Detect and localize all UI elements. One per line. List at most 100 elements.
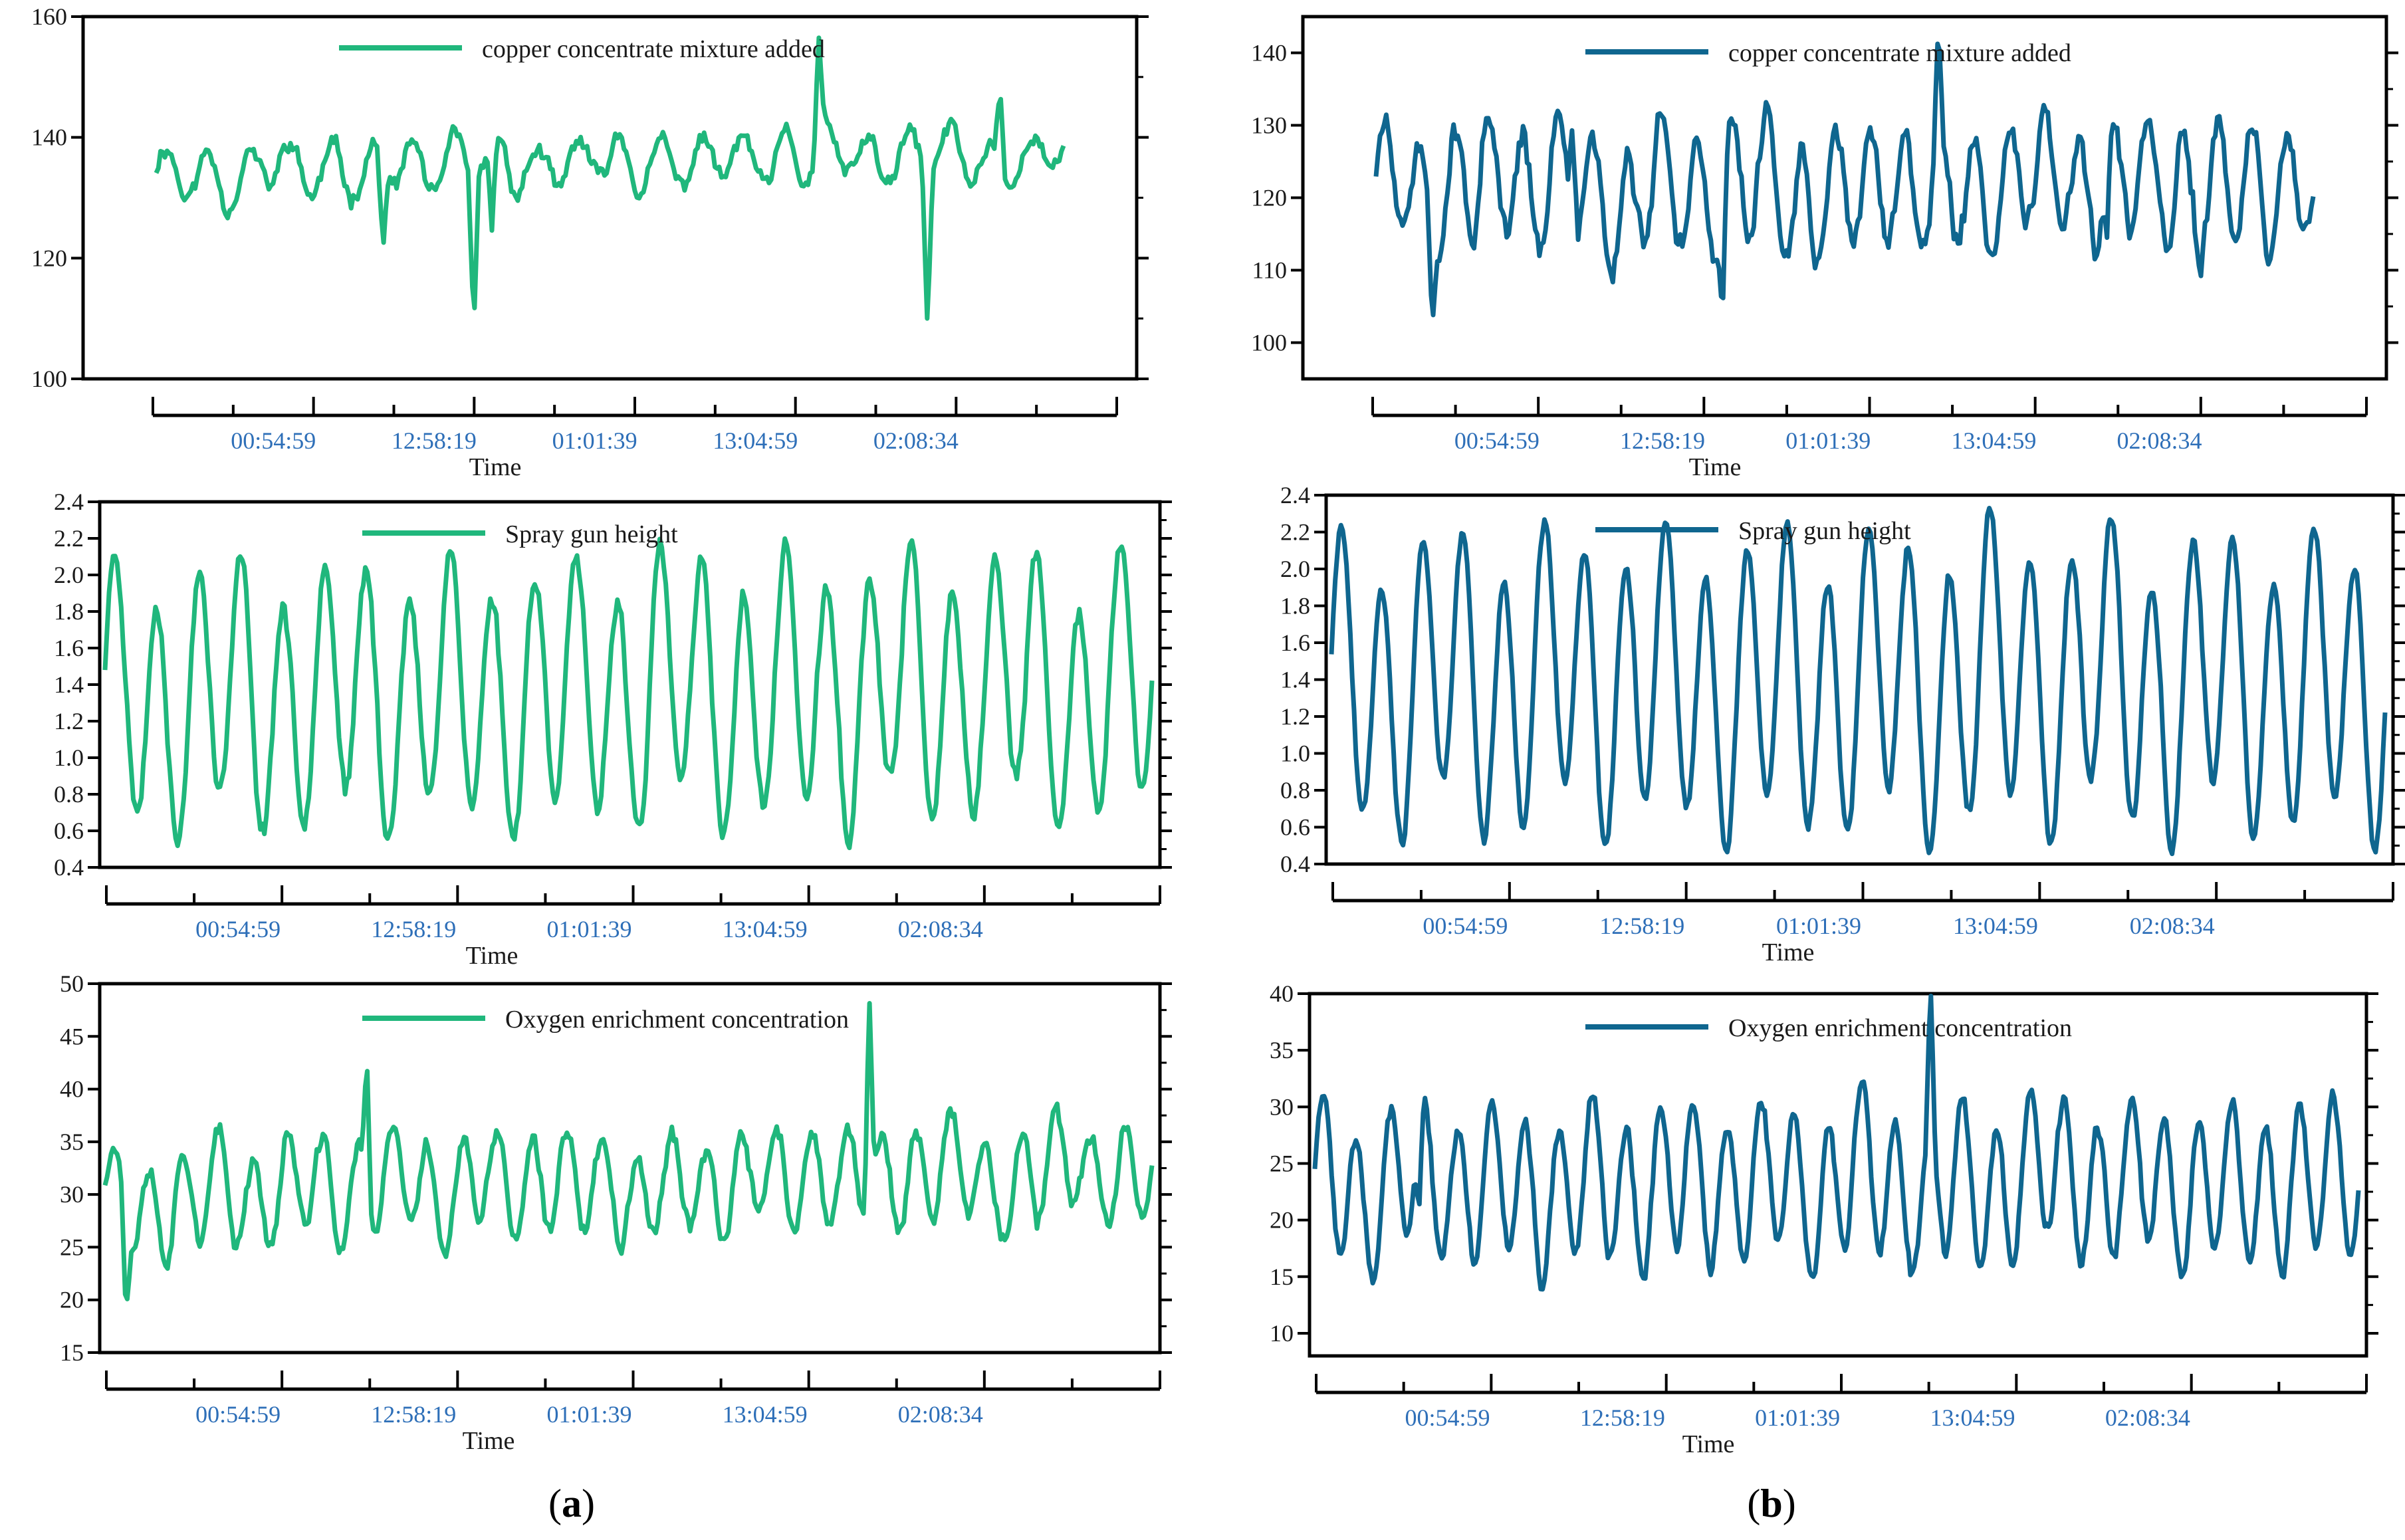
series-line-b-oxygen [1312,994,2361,1292]
x-axis-label: Time [463,1427,515,1455]
x-tick-label: 02:08:34 [873,427,959,454]
y-tick-label: 2.0 [54,562,84,588]
legend-label: copper concentrate mixture added [482,35,825,63]
x-tick-label: 00:54:59 [195,916,281,942]
y-tick-label: 20 [1270,1207,1294,1234]
x-tick-label: 02:08:34 [2105,1404,2190,1431]
chart-a-oxygen: 15 20 25 30 35 40 45 50 00:54:59 12:58:19 01:01:39… [60,970,1172,1455]
x-axis-label: Time [1689,453,1742,481]
y-tick-label: 1.2 [1280,703,1310,730]
y-tick-label: 25 [60,1234,84,1260]
y-tick-label: 160 [31,3,67,30]
y-tick-label: 30 [60,1181,84,1208]
y-tick-label: 130 [1251,112,1287,139]
series-line-a-copper [154,35,1066,321]
x-tick-label: 01:01:39 [546,916,631,942]
y-tick-label: 35 [1270,1037,1294,1063]
y-tick-label: 35 [60,1129,84,1155]
x-tick-label: 02:08:34 [898,1401,983,1428]
panel-label-a: (a) [548,1482,595,1525]
x-axis-label: Time [466,942,518,970]
x-tick-label: 12:58:19 [1580,1404,1665,1431]
chart-b-copper: 100 110 120 130 140 00:54:59 12:58:19 01:01:39 1… [1251,15,2398,481]
y-tick-label: 15 [1270,1264,1294,1290]
legend-label: Spray gun height [505,520,678,548]
y-tick-label: 45 [60,1023,84,1049]
chart-b-oxygen: 10 15 20 25 30 35 40 00:54:59 12:58:19 01:01:39 13… [1270,980,2378,1458]
y-tick-label: 1.0 [54,744,84,771]
y-tick-label: 1.6 [1280,629,1310,656]
y-tick-label: 15 [60,1339,84,1366]
y-tick-label: 0.8 [1280,777,1310,804]
charts-layer: 100 120 140 160 00:54:59 12:58:19 01:01:39 13:0… [31,3,2405,1458]
x-tick-label: 12:58:19 [1599,913,1684,939]
x-tick-label: 13:04:59 [723,916,808,942]
y-tick-label: 30 [1270,1093,1294,1120]
legend-label: Oxygen enrichment concentration [1728,1014,2072,1042]
y-tick-label: 100 [1251,330,1287,356]
plot-frame [1308,992,2368,1358]
x-tick-label: 13:04:59 [1953,913,2038,939]
y-tick-label: 2.4 [54,489,84,515]
series-line-b-spray [1329,506,2388,857]
x-tick-label: 02:08:34 [898,916,983,942]
legend-label: copper concentrate mixture added [1728,39,2071,67]
legend-label: Oxygen enrichment concentration [505,1006,849,1034]
x-tick-label: 12:58:19 [371,916,456,942]
y-tick-label: 40 [60,1076,84,1103]
x-tick-label: 01:01:39 [1755,1404,1840,1431]
y-tick-label: 1.2 [54,708,84,734]
x-tick-label: 12:58:19 [371,1401,456,1428]
y-tick-label: 2.0 [1280,556,1310,582]
x-tick-label: 00:54:59 [1423,913,1508,939]
x-tick-label: 13:04:59 [713,427,798,454]
y-tick-label: 110 [1252,257,1287,284]
y-tick-label: 120 [1251,185,1287,211]
panel-label-b: (b) [1747,1482,1795,1525]
y-tick-label: 140 [31,124,67,151]
y-tick-label: 1.8 [1280,593,1310,619]
y-tick-label: 0.8 [54,781,84,808]
y-tick-label: 1.6 [54,635,84,661]
panel-label-a-letter: a [562,1482,582,1525]
chart-a-spray: 0.4 0.6 0.8 1.0 1.2 1.4 1.6 1.8 2.0 2.2 2.4 00:54:5… [54,489,1172,970]
x-tick-label: 02:08:34 [2130,913,2215,939]
x-axis-label: Time [1762,938,1815,966]
y-tick-label: 20 [60,1287,84,1313]
y-tick-label: 40 [1270,980,1294,1007]
y-tick-label: 0.6 [54,818,84,844]
x-tick-label: 00:54:59 [231,427,316,454]
series-line-a-oxygen [102,1001,1155,1301]
x-tick-label: 13:04:59 [723,1401,808,1428]
y-tick-label: 10 [1270,1320,1294,1347]
x-tick-label: 00:54:59 [195,1401,281,1428]
x-tick-label: 02:08:34 [2117,427,2202,454]
series-line-b-copper [1373,41,2316,318]
x-tick-label: 13:04:59 [1930,1404,2015,1431]
y-tick-label: 0.4 [1280,851,1310,877]
y-tick-label: 0.6 [1280,814,1310,841]
y-tick-label: 2.2 [1280,519,1310,546]
y-tick-label: 2.2 [54,525,84,552]
x-axis-label: Time [1682,1430,1735,1458]
x-tick-label: 01:01:39 [546,1401,631,1428]
y-tick-label: 1.4 [54,671,84,698]
x-tick-label: 01:01:39 [1776,913,1861,939]
chart-a-copper: 100 120 140 160 00:54:59 12:58:19 01:01:39 13:0… [31,3,1149,481]
x-tick-label: 00:54:59 [1454,427,1540,454]
legend-label: Spray gun height [1738,517,1911,545]
x-tick-label: 13:04:59 [1951,427,2036,454]
y-tick-label: 100 [31,366,67,392]
series-line-a-spray [102,536,1155,851]
y-tick-label: 120 [31,245,67,271]
x-tick-label: 12:58:19 [1620,427,1705,454]
x-tick-label: 12:58:19 [392,427,477,454]
x-axis-label: Time [469,453,522,481]
x-tick-label: 01:01:39 [1785,427,1871,454]
y-tick-label: 25 [1270,1150,1294,1176]
x-tick-label: 00:54:59 [1405,1404,1490,1431]
y-tick-label: 0.4 [54,854,84,881]
y-tick-label: 1.4 [1280,667,1310,693]
x-tick-label: 01:01:39 [552,427,637,454]
